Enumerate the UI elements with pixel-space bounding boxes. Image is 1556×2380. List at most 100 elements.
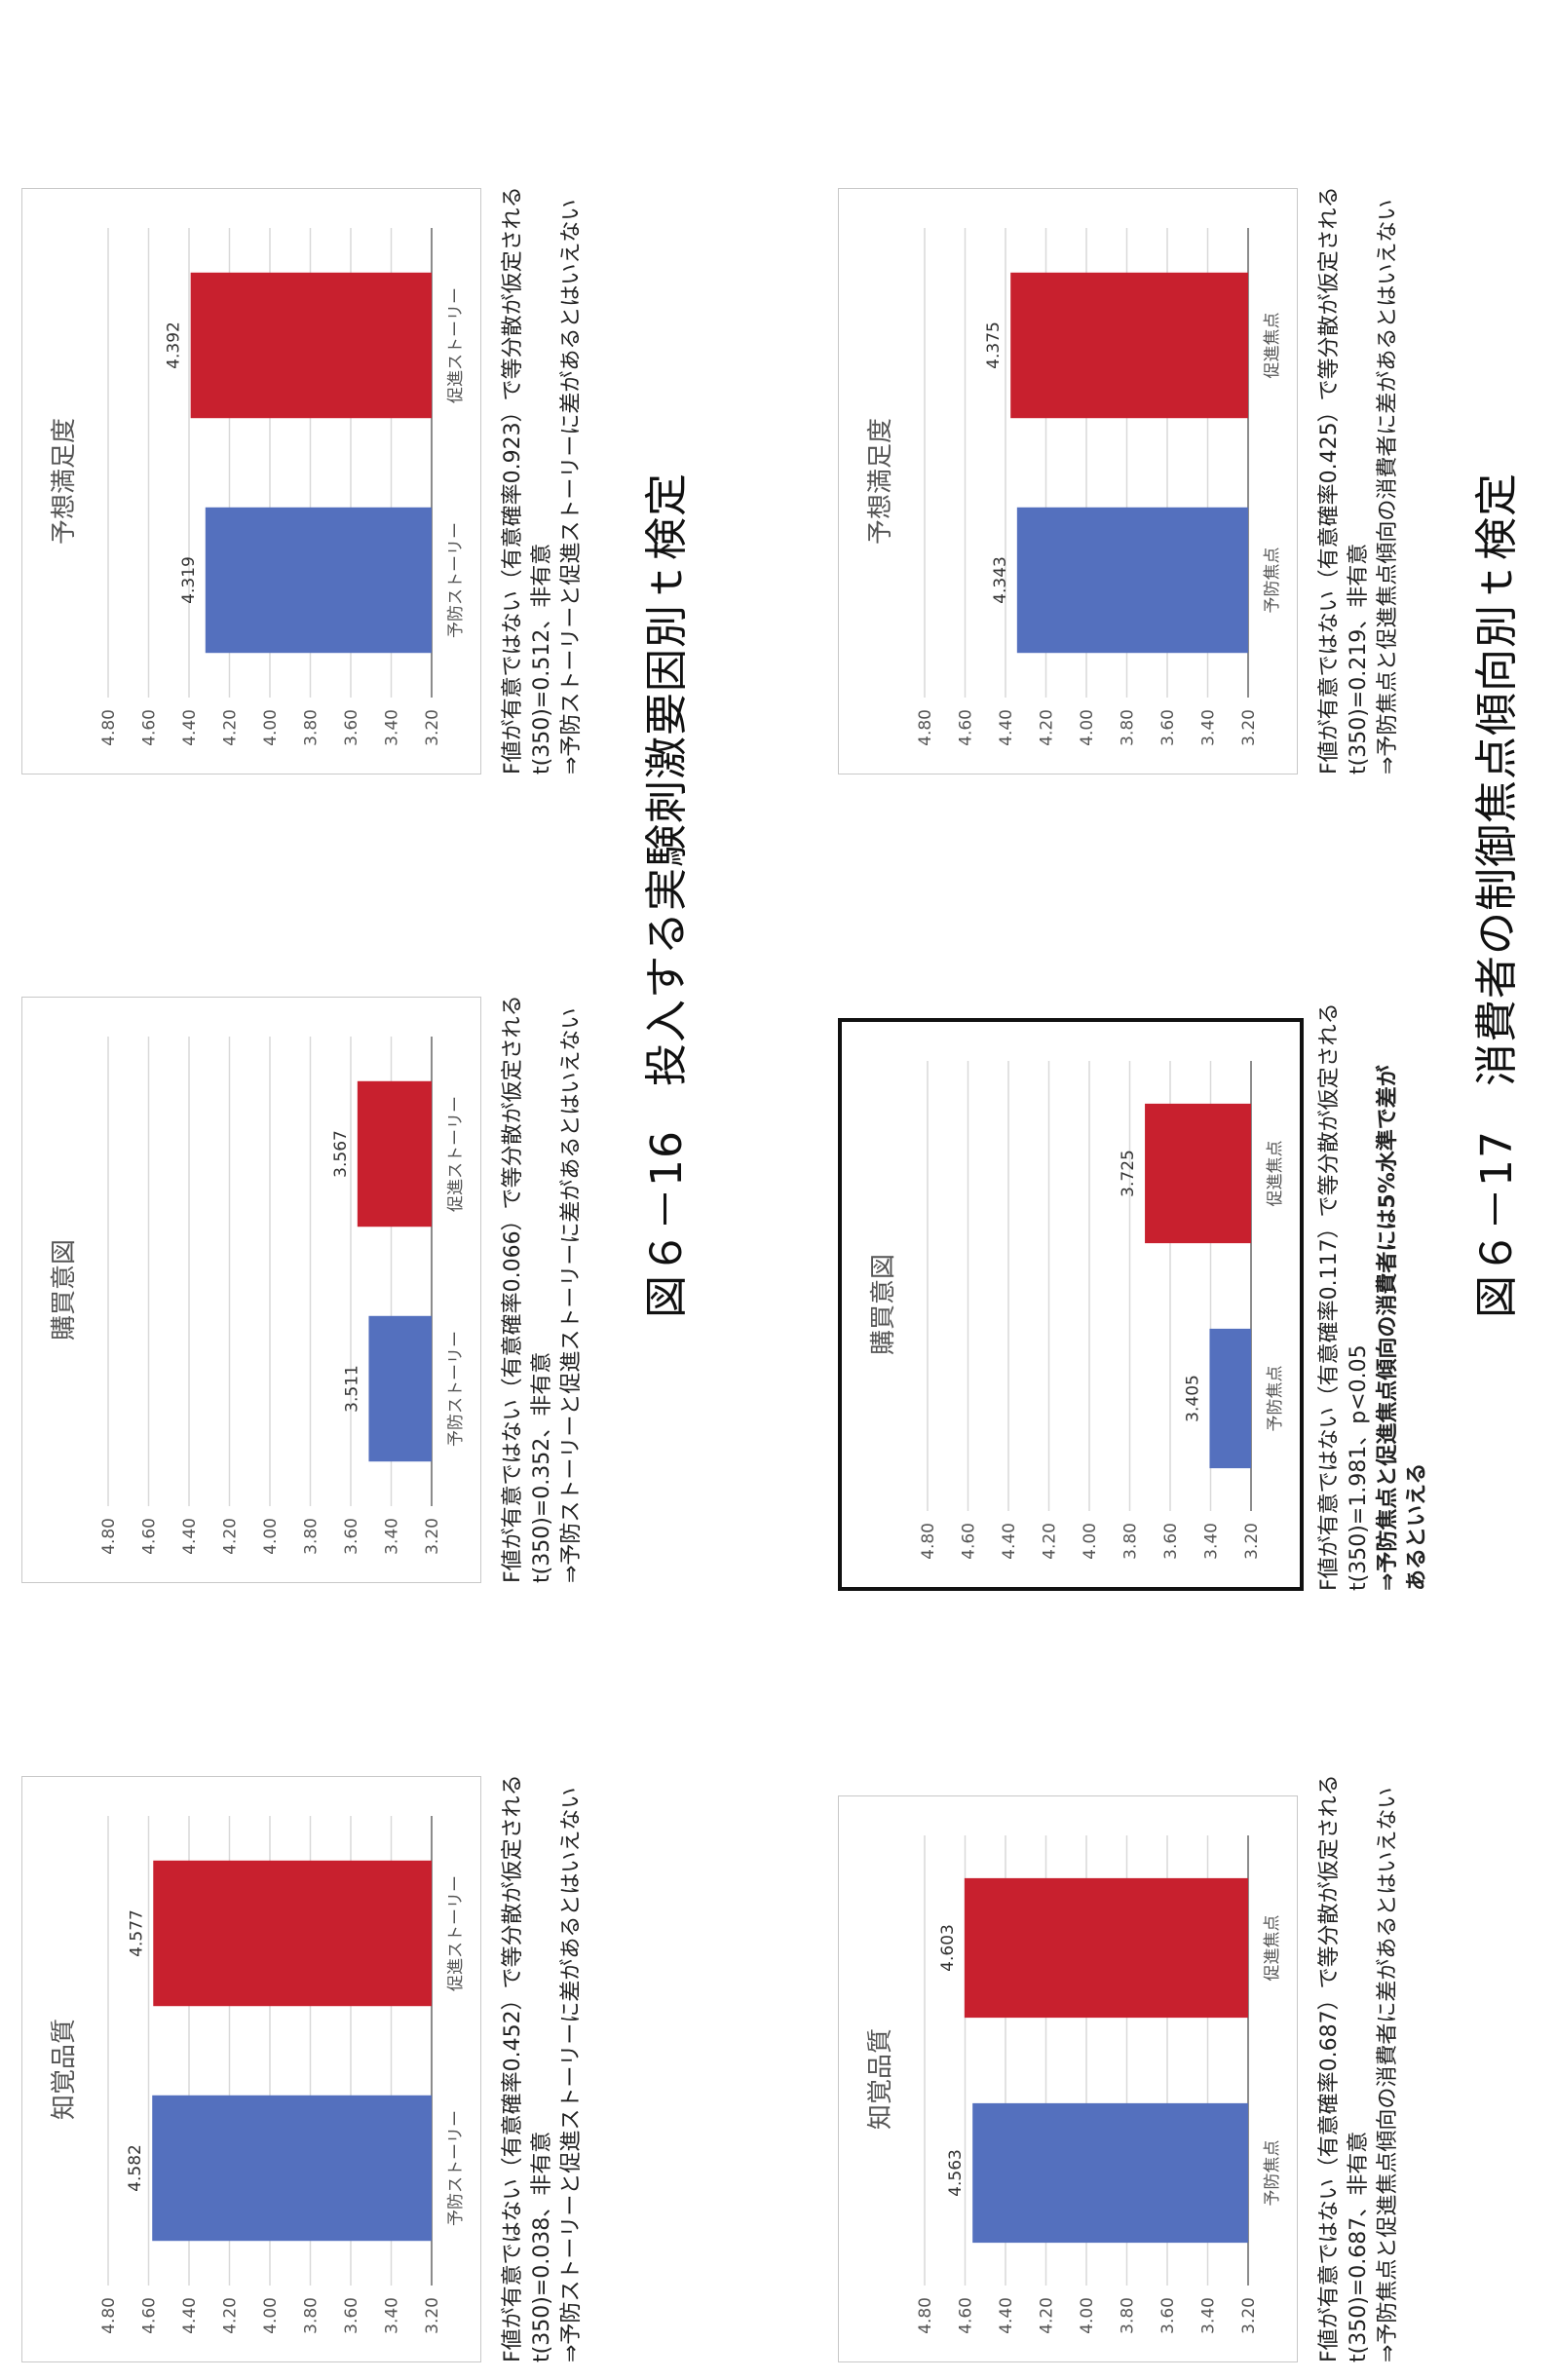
figure-caption-6-17: 図６－17 消費者の制御焦点傾向別ｔ検定: [1472, 472, 1522, 1318]
y-tick-label: 3.80: [1119, 709, 1138, 746]
stat-note-fig16-2: F値が有意ではない（有意確率0.066）で等分散が仮定される t(350)=0.…: [499, 843, 587, 1583]
y-tick-label: 4.60: [957, 709, 976, 746]
y-tick-label: 4.40: [997, 2297, 1016, 2334]
y-tick-label: 4.20: [1041, 1523, 1060, 1560]
y-tick-label: 3.60: [1161, 1523, 1181, 1560]
note-line: F値が有意ではない（有意確率0.923）で等分散が仮定される: [501, 186, 525, 774]
y-tick-label: 4.20: [221, 709, 241, 746]
y-tick-label: 4.80: [99, 2297, 119, 2334]
data-label: 4.375: [984, 321, 1004, 369]
category-label: 促進ストーリー: [446, 287, 466, 403]
chart-panel-fig17-expected-satisfaction: 予想満足度 3.20 3.40 3.60 3.80 4.00 4.20 4.40 4.60 4.…: [838, 188, 1298, 774]
y-tick-label: 4.60: [957, 2297, 976, 2334]
bar: [1010, 272, 1248, 419]
data-label: 3.725: [1119, 1150, 1138, 1197]
note-line: t(350)=1.981、p<0.05: [1347, 1344, 1371, 1591]
bar: [1016, 507, 1248, 654]
y-tick-label: 3.20: [423, 1518, 442, 1555]
note-line: F値が有意ではない（有意確率0.452）で等分散が仮定される: [501, 1774, 525, 2362]
y-tick-label: 4.80: [99, 709, 119, 746]
y-tick-label: 4.00: [1078, 2297, 1097, 2334]
data-label: 4.582: [126, 2144, 145, 2192]
y-tick-label: 4.20: [221, 1518, 241, 1555]
category-label: 促進ストーリー: [446, 1096, 466, 1212]
note-line-bold: ⇒予防焦点と促進焦点傾向の消費者には5%水準で差があるといえる: [1376, 1065, 1429, 1591]
data-label: 3.405: [1183, 1375, 1202, 1422]
y-tick-label: 4.40: [1000, 1523, 1019, 1560]
bar: [190, 272, 432, 419]
note-line: t(350)=0.219、非有意: [1347, 543, 1371, 774]
note-line: ⇒予防ストーリーと促進ストーリーに差があるとはいえない: [559, 1787, 584, 2362]
y-tick-label: 3.80: [302, 2297, 322, 2334]
note-line: t(350)=0.512、非有意: [530, 543, 554, 774]
data-label: 4.343: [991, 556, 1010, 604]
data-label: 4.563: [946, 2149, 966, 2197]
chart-panel-fig17-purchase-intention-highlighted: 購買意図 3.20 3.40 3.60 3.80 4.00 4.20 4.40 4.60 4.8…: [838, 1018, 1304, 1591]
y-tick-label: 3.20: [1239, 709, 1259, 746]
bar: [972, 2102, 1249, 2244]
y-tick-label: 4.40: [180, 709, 200, 746]
data-label: 3.567: [331, 1130, 351, 1178]
y-tick-label: 4.80: [99, 1518, 119, 1555]
bar-chart-svg: 3.20 3.40 3.60 3.80 4.00 4.20 4.40 4.60 4.80 4.58…: [99, 1816, 466, 2334]
category-label: 促進焦点: [1263, 313, 1282, 379]
data-label: 4.603: [938, 1924, 958, 1972]
y-tick-label: 3.80: [302, 1518, 322, 1555]
note-line: ⇒予防ストーリーと促進ストーリーに差があるとはいえない: [559, 1007, 584, 1583]
stat-note-fig16-3: F値が有意ではない（有意確率0.923）で等分散が仮定される t(350)=0.…: [499, 34, 587, 774]
stat-note-fig17-2: F値が有意ではない（有意確率0.117）で等分散が仮定される t(350)=1.…: [1315, 831, 1432, 1591]
y-tick-label: 3.80: [1121, 1523, 1141, 1560]
note-line: F値が有意ではない（有意確率0.117）で等分散が仮定される: [1317, 1002, 1342, 1591]
y-tick-label: 3.20: [1242, 1523, 1262, 1560]
stat-note-fig17-3: F値が有意ではない（有意確率0.425）で等分散が仮定される t(350)=0.…: [1315, 34, 1403, 774]
note-line: F値が有意ではない（有意確率0.066）で等分散が仮定される: [501, 995, 525, 1583]
category-label: 予防ストーリー: [446, 1331, 466, 1447]
y-tick-label: 3.60: [342, 1518, 361, 1555]
bar: [1209, 1328, 1251, 1469]
y-tick-label: 3.40: [1199, 2297, 1219, 2334]
bar: [964, 1877, 1248, 2019]
y-tick-label: 4.60: [140, 2297, 160, 2334]
y-tick-label: 3.60: [1158, 709, 1178, 746]
chart-panel-fig16-expected-satisfaction: 予想満足度 3.20 3.40 3.60 3.80 4.00 4.20 4.40 4.60 4.…: [21, 188, 481, 774]
note-line: F値が有意ではない（有意確率0.425）で等分散が仮定される: [1317, 186, 1342, 774]
category-label: 予防ストーリー: [446, 522, 466, 638]
y-tick-label: 3.80: [1119, 2297, 1138, 2334]
y-tick-label: 4.40: [180, 1518, 200, 1555]
y-tick-label: 3.40: [383, 709, 402, 746]
stat-note-fig16-1: F値が有意ではない（有意確率0.452）で等分散が仮定される t(350)=0.…: [499, 1622, 587, 2362]
note-line: F値が有意ではない（有意確率0.687）で等分散が仮定される: [1317, 1774, 1342, 2362]
y-tick-label: 3.40: [1199, 709, 1219, 746]
category-label: 促進焦点: [1266, 1141, 1285, 1207]
y-tick-label: 4.60: [960, 1523, 979, 1560]
y-tick-label: 3.40: [383, 2297, 402, 2334]
y-tick-label: 4.60: [140, 709, 160, 746]
category-label: 予防焦点: [1266, 1366, 1285, 1432]
y-tick-label: 4.00: [261, 709, 281, 746]
note-line: ⇒予防焦点と促進焦点傾向の消費者に差があるとはいえない: [1376, 199, 1400, 774]
y-tick-label: 4.20: [1038, 2297, 1057, 2334]
y-tick-label: 3.20: [423, 2297, 442, 2334]
y-tick-label: 4.00: [261, 2297, 281, 2334]
bar: [368, 1315, 432, 1462]
note-line: t(350)=0.352、非有意: [530, 1351, 554, 1583]
y-tick-label: 4.00: [1081, 1523, 1100, 1560]
note-line: ⇒予防ストーリーと促進ストーリーに差があるとはいえない: [559, 199, 584, 774]
bar-chart-svg: 3.20 3.40 3.60 3.80 4.00 4.20 4.40 4.60 4.80 4.56…: [916, 1835, 1282, 2334]
y-tick-label: 4.80: [916, 709, 935, 746]
bar: [1145, 1103, 1251, 1244]
bar-chart-svg: 3.20 3.40 3.60 3.80 4.00 4.20 4.40 4.60 4.80 4.34…: [916, 228, 1282, 746]
y-tick-label: 4.40: [997, 709, 1016, 746]
category-label: 予防焦点: [1263, 2140, 1282, 2207]
chart-panel-fig17-perceived-quality: 知覚品質 3.20 3.40 3.60 3.80 4.00 4.20 4.40 4.60 4.8…: [838, 1795, 1298, 2362]
bar: [205, 507, 432, 654]
category-label: 促進焦点: [1263, 1915, 1282, 1982]
bar-chart-svg: 3.20 3.40 3.60 3.80 4.00 4.20 4.40 4.60 4.80 3.51…: [99, 1037, 466, 1555]
y-tick-label: 3.40: [383, 1518, 402, 1555]
y-tick-label: 4.60: [140, 1518, 160, 1555]
bar: [357, 1080, 432, 1228]
y-tick-label: 4.00: [1078, 709, 1097, 746]
y-tick-label: 4.40: [180, 2297, 200, 2334]
y-tick-label: 4.80: [916, 2297, 935, 2334]
